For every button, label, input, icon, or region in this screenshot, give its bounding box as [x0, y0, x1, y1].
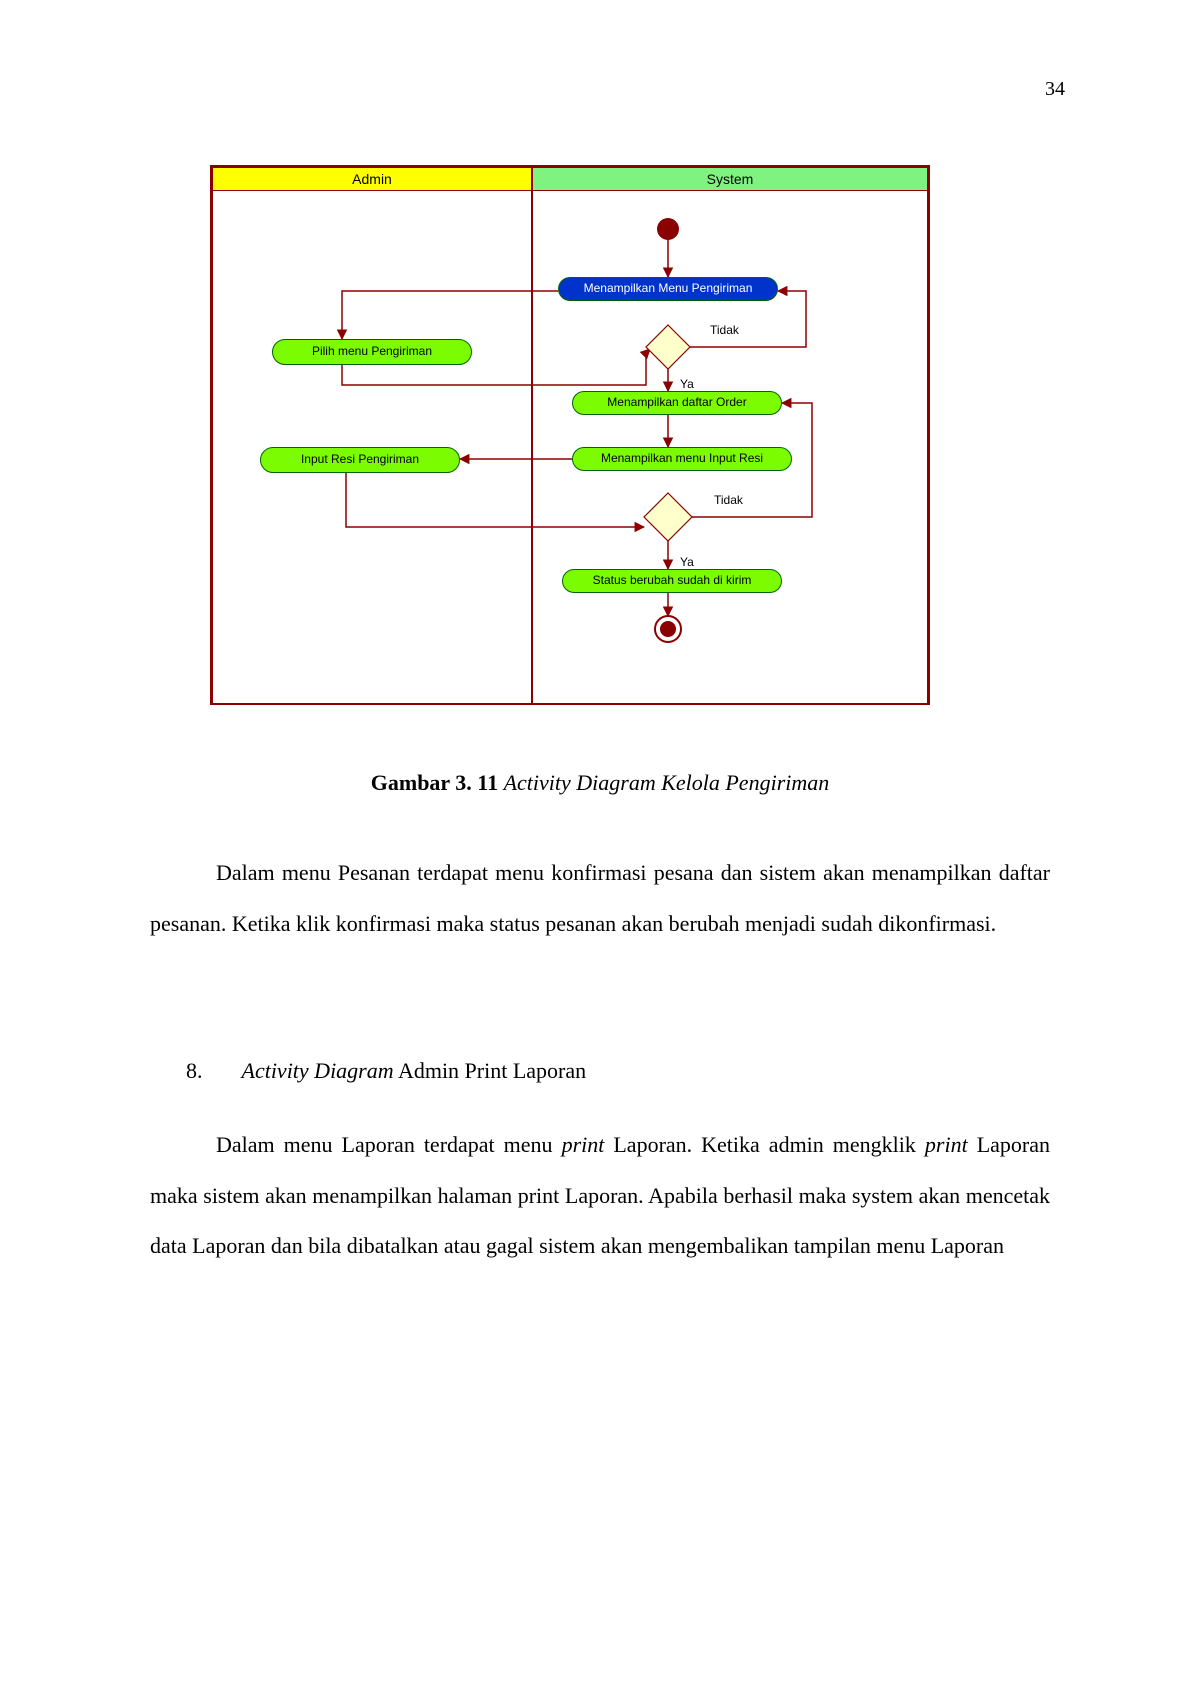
edge [346, 473, 644, 527]
page-number: 34 [1045, 78, 1065, 101]
paragraph-2: Dalam menu Laporan terdapat menu print L… [150, 1120, 1050, 1272]
decision-label-ya1: Ya [680, 377, 694, 391]
figure-caption: Gambar 3. 11 Activity Diagram Kelola Pen… [0, 770, 1200, 796]
decision-node [644, 493, 692, 541]
page: 34 AdminSystemMenampilkan Menu Pengirima… [0, 0, 1200, 1697]
end-node-dot [660, 621, 676, 637]
activity-node-n_pilih: Pilih menu Pengiriman [272, 339, 472, 365]
activity-node-n_menu: Menampilkan Menu Pengiriman [558, 277, 778, 301]
activity-node-n_status: Status berubah sudah di kirim [562, 569, 782, 593]
list-item-8: 8. Activity Diagram Admin Print Laporan [186, 1058, 1046, 1084]
decision-label-ya2: Ya [680, 555, 694, 569]
activity-node-n_input_resi_admin: Input Resi Pengiriman [260, 447, 460, 473]
list-rest: Admin Print Laporan [398, 1058, 586, 1083]
decision-label-tidak2: Tidak [714, 493, 743, 507]
caption-title: Activity Diagram Kelola Pengiriman [504, 770, 830, 795]
start-node [657, 218, 679, 240]
edge [342, 291, 558, 339]
decision-label-tidak1: Tidak [710, 323, 739, 337]
list-italic: Activity Diagram [242, 1058, 394, 1083]
activity-node-n_input_resi_sys: Menampilkan menu Input Resi [572, 447, 792, 471]
activity-diagram: AdminSystemMenampilkan Menu PengirimanPi… [210, 165, 930, 705]
decision-node [646, 325, 690, 369]
activity-node-n_daftar: Menampilkan daftar Order [572, 391, 782, 415]
diagram-svg [212, 167, 928, 703]
caption-prefix: Gambar 3. 11 [371, 770, 498, 795]
list-number: 8. [186, 1058, 236, 1084]
paragraph-1: Dalam menu Pesanan terdapat menu konfirm… [150, 848, 1050, 949]
